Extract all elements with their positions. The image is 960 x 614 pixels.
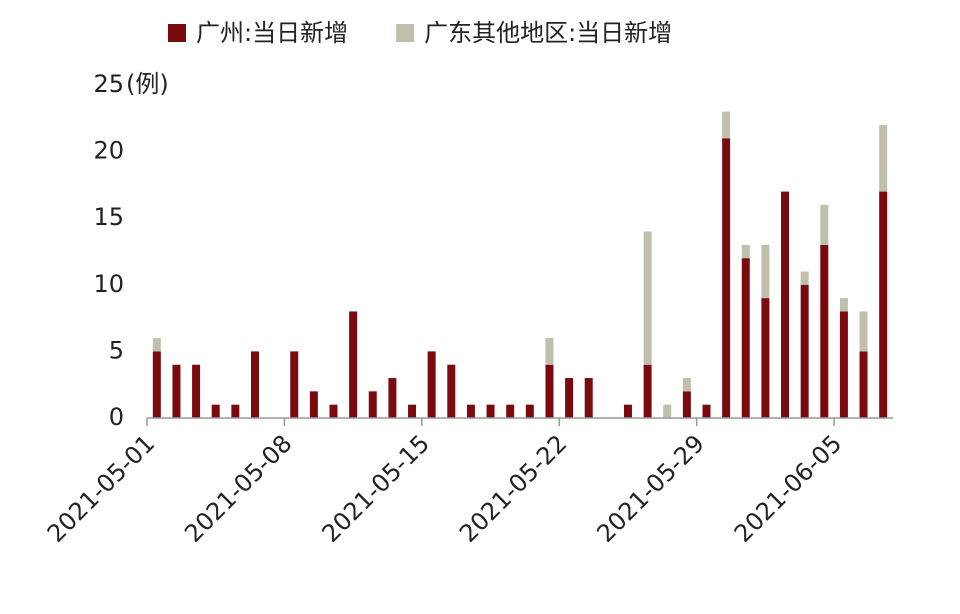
bar-segment — [702, 404, 711, 418]
bar-segment — [427, 351, 436, 418]
y-unit: (例) — [126, 70, 169, 98]
legend-label: 广东其他地区:当日新增 — [424, 19, 672, 47]
y-tick-label: 25 — [93, 70, 124, 98]
bar-segment — [152, 351, 161, 418]
bar-segment — [349, 311, 358, 418]
legend-swatch — [168, 24, 186, 42]
bar-segment — [466, 404, 475, 418]
bar-segment — [839, 298, 848, 312]
bar-segment — [741, 258, 750, 418]
y-tick-label: 5 — [109, 336, 124, 364]
bar-segment — [152, 338, 161, 352]
bar-segment — [525, 404, 534, 418]
bar-segment — [329, 404, 338, 418]
bar-segment — [623, 404, 632, 418]
bar-segment — [506, 404, 515, 418]
bar-segment — [879, 191, 888, 418]
bar-segment — [761, 298, 770, 418]
y-tick-label: 15 — [93, 203, 124, 231]
bar-segment — [800, 284, 809, 418]
x-tick-label: 2021-05-15 — [317, 429, 435, 547]
bar-segment — [682, 378, 691, 392]
bar-segment — [309, 391, 318, 418]
bar-segment — [408, 404, 417, 418]
bar-segment — [879, 124, 888, 192]
bar-segment — [172, 364, 181, 418]
bar-segment — [565, 378, 574, 418]
bar-segment — [643, 364, 652, 418]
bar-segment — [545, 364, 554, 418]
bar-segment — [820, 244, 829, 418]
y-tick-label: 10 — [93, 270, 124, 298]
bar-segment — [447, 364, 456, 418]
bar-segment — [761, 244, 770, 299]
y-tick-label: 20 — [93, 137, 124, 165]
bar-segment — [584, 378, 593, 418]
bar-segment — [211, 404, 220, 418]
bar-segment — [839, 311, 848, 418]
y-tick-label: 0 — [109, 403, 124, 431]
bar-segment — [682, 391, 691, 418]
x-tick-label: 2021-05-22 — [454, 429, 572, 547]
legend-swatch — [396, 24, 415, 42]
bar-segment — [800, 271, 809, 285]
bar-segment — [368, 391, 377, 418]
bar-segment — [820, 204, 829, 245]
bar-segment — [781, 191, 790, 418]
x-tick-label: 2021-05-01 — [42, 429, 160, 547]
bar-segment — [741, 244, 750, 259]
bar-segment — [722, 138, 731, 418]
x-tick-label: 2021-06-05 — [729, 429, 847, 547]
bar-segment — [250, 351, 259, 418]
bar-segment — [722, 111, 731, 139]
bar-segment — [231, 404, 240, 418]
bar-segment — [192, 364, 201, 418]
x-tick-label: 2021-05-29 — [591, 429, 709, 547]
bar-segment — [290, 351, 299, 418]
bar-segment — [388, 378, 397, 418]
bar-segment — [486, 404, 495, 418]
x-tick-label: 2021-05-08 — [179, 429, 297, 547]
bar-segment — [643, 231, 652, 365]
bar-segment — [859, 311, 868, 352]
bar-segment — [859, 351, 868, 418]
bar-segment — [663, 404, 672, 418]
legend-label: 广州:当日新增 — [196, 19, 348, 47]
bar-segment — [545, 338, 554, 365]
